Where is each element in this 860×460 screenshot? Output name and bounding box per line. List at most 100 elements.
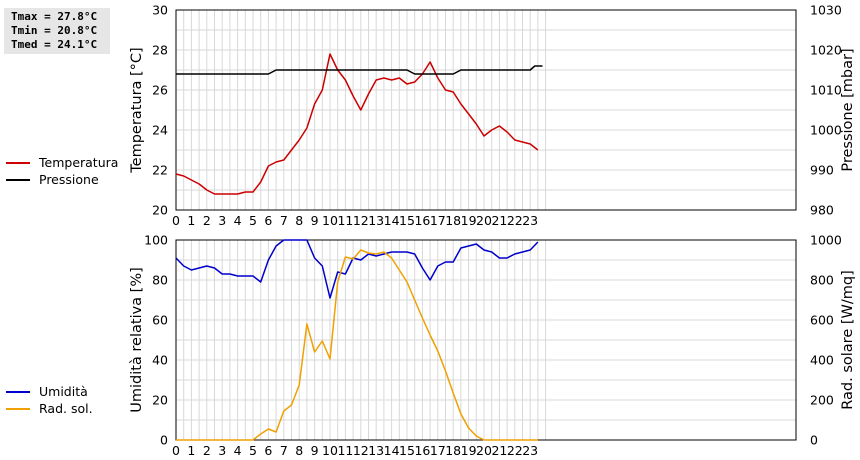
x-tick-label: 3 <box>218 213 226 228</box>
legend-swatch-pressione <box>6 178 30 181</box>
y-tick-label-left: 60 <box>152 313 168 328</box>
x-tick-label: 6 <box>264 443 272 458</box>
y-tick-label-right: 1000 <box>810 123 842 138</box>
stat-tmed: Tmed = 24.1°C <box>11 38 98 51</box>
y-tick-label-right: 800 <box>810 273 834 288</box>
x-tick-label: 11 <box>337 213 353 228</box>
y-tick-label-left: 28 <box>152 43 168 58</box>
x-tick-label: 17 <box>430 213 446 228</box>
x-tick-label: 23 <box>522 213 538 228</box>
y-tick-label-left: 20 <box>152 393 168 408</box>
x-tick-label: 4 <box>234 443 242 458</box>
y-tick-label-left: 30 <box>152 3 168 18</box>
x-tick-label: 3 <box>218 443 226 458</box>
x-tick-label: 16 <box>414 213 430 228</box>
y-tick-label-left: 26 <box>152 83 168 98</box>
x-tick-label: 2 <box>203 443 211 458</box>
legend-bottom: Umidità Rad. sol. <box>6 383 93 417</box>
x-tick-label: 8 <box>295 443 303 458</box>
stats-box: Tmax = 27.8°C Tmin = 20.8°C Tmed = 24.1°… <box>4 8 110 54</box>
x-tick-label: 11 <box>337 443 353 458</box>
legend-label-pressione: Pressione <box>39 172 99 187</box>
x-tick-label: 9 <box>311 213 319 228</box>
legend-item-temperatura: Temperatura <box>6 154 118 171</box>
plot-frame <box>175 9 797 211</box>
x-tick-label: 18 <box>445 213 461 228</box>
x-tick-label: 10 <box>322 443 338 458</box>
x-tick-label: 13 <box>368 213 384 228</box>
legend-item-radsol: Rad. sol. <box>6 400 93 417</box>
x-tick-label: 10 <box>322 213 338 228</box>
y-tick-label-left: 20 <box>152 203 168 218</box>
x-tick-label: 14 <box>384 443 400 458</box>
legend-swatch-umidita <box>6 390 30 393</box>
x-tick-label: 2 <box>203 213 211 228</box>
x-tick-label: 16 <box>414 443 430 458</box>
y-tick-label-right: 0 <box>810 433 818 448</box>
x-tick-label: 20 <box>476 443 492 458</box>
y-tick-label-right: 1030 <box>810 3 842 18</box>
legend-label-radsol: Rad. sol. <box>39 401 93 416</box>
series-line-temperatura <box>175 53 539 195</box>
legend-top: Temperatura Pressione <box>6 154 118 188</box>
x-tick-label: 12 <box>353 443 369 458</box>
x-tick-label: 0 <box>172 443 180 458</box>
x-tick-label: 15 <box>399 443 415 458</box>
x-tick-label: 4 <box>234 213 242 228</box>
x-tick-label: 22 <box>507 443 523 458</box>
x-tick-label: 22 <box>507 213 523 228</box>
y-tick-label-left: 100 <box>144 233 168 248</box>
x-tick-label: 6 <box>264 213 272 228</box>
y-tick-label-right: 1000 <box>810 233 842 248</box>
y-tick-label-right: 200 <box>810 393 834 408</box>
x-tick-label: 5 <box>249 213 257 228</box>
y-tick-label-right: 400 <box>810 353 834 368</box>
y-tick-label-right: 990 <box>810 163 834 178</box>
x-tick-label: 1 <box>187 213 195 228</box>
x-tick-label: 17 <box>430 443 446 458</box>
x-tick-label: 12 <box>353 213 369 228</box>
x-tick-label: 7 <box>280 213 288 228</box>
y-tick-label-right: 980 <box>810 203 834 218</box>
chart-temperature-pressure: 0 1 2 3 4 5 6 7 8 9 10 11 12 13 14 15 16 17 18 19 20 21 22 2320… <box>129 3 856 229</box>
y-tick-label-left: 22 <box>152 163 168 178</box>
y-tick-label-left: 0 <box>160 433 168 448</box>
stat-tmax: Tmax = 27.8°C <box>11 10 98 23</box>
y-tick-label-right: 1010 <box>810 83 842 98</box>
x-tick-label: 21 <box>491 443 507 458</box>
x-tick-label: 19 <box>461 443 477 458</box>
x-tick-label: 18 <box>445 443 461 458</box>
y-tick-label-left: 80 <box>152 273 168 288</box>
x-tick-label: 13 <box>368 443 384 458</box>
legend-label-temperatura: Temperatura <box>39 155 119 170</box>
x-tick-label: 20 <box>476 213 492 228</box>
y-axis-label-left: Temperatura [°C] <box>129 47 145 173</box>
x-tick-label: 15 <box>399 213 415 228</box>
y-tick-label-right: 600 <box>810 313 834 328</box>
series-line-umidita <box>175 239 539 299</box>
series-line-rad-sol <box>176 249 538 441</box>
chart-humidity-radiation: 0 1 2 3 4 5 6 7 8 9 10 11 12 13 14 15 16 17 18 19 20 21 22 2302… <box>129 233 856 459</box>
y-tick-label-right: 1020 <box>810 43 842 58</box>
x-tick-label: 9 <box>311 443 319 458</box>
x-tick-label: 7 <box>280 443 288 458</box>
x-tick-label: 14 <box>384 213 400 228</box>
legend-swatch-radsol <box>6 407 30 410</box>
x-tick-label: 1 <box>187 443 195 458</box>
legend-label-umidita: Umidità <box>39 384 88 399</box>
x-tick-label: 5 <box>249 443 257 458</box>
legend-swatch-temperatura <box>6 161 30 164</box>
series-line-pressione <box>176 65 543 75</box>
x-tick-label: 8 <box>295 213 303 228</box>
legend-item-umidita: Umidità <box>6 383 93 400</box>
y-axis-label-right: Rad. solare [W/mq] <box>840 270 856 409</box>
x-tick-label: 23 <box>522 443 538 458</box>
x-tick-label: 21 <box>491 213 507 228</box>
y-tick-label-left: 24 <box>152 123 168 138</box>
y-axis-label-left: Umidità relativa [%] <box>129 267 145 413</box>
y-axis-label-right: Pressione [mbar] <box>840 48 856 171</box>
y-tick-label-left: 40 <box>152 353 168 368</box>
legend-item-pressione: Pressione <box>6 171 118 188</box>
x-tick-label: 0 <box>172 213 180 228</box>
